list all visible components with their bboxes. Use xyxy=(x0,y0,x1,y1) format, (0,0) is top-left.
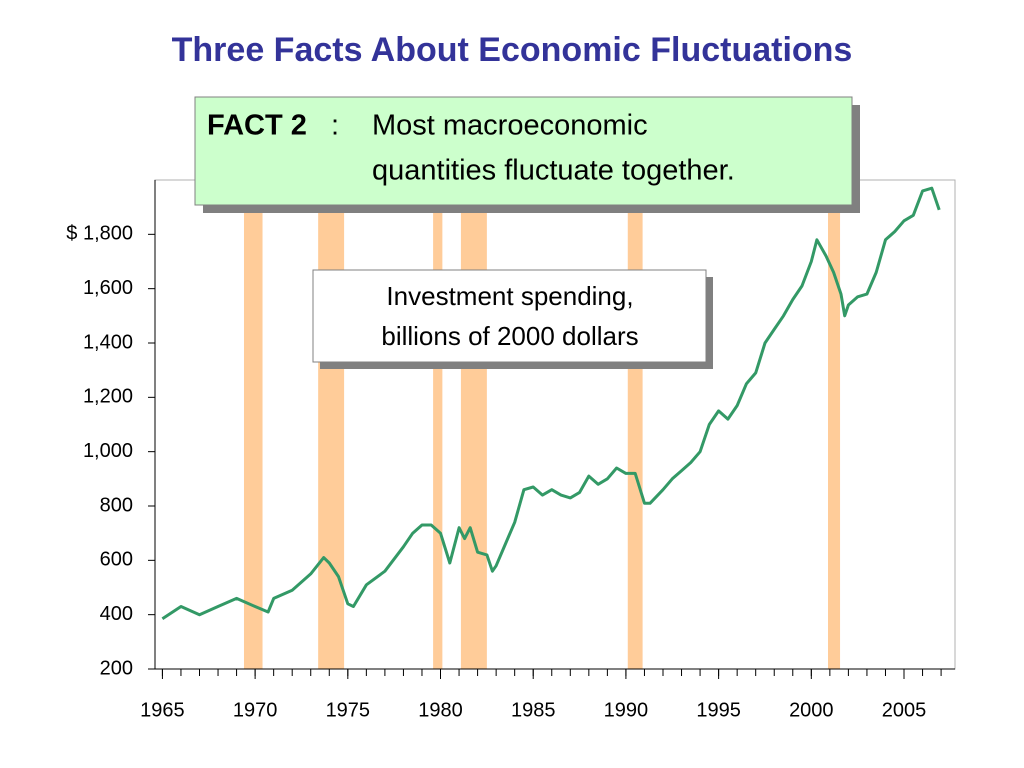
annotation: Investment spending, xyxy=(386,281,633,311)
x-tick-label: 2000 xyxy=(789,699,834,721)
fact-box: FACT 2 : Most macroeconomic quantities f… xyxy=(194,96,860,213)
y-tick-label: 600 xyxy=(100,549,133,571)
y-tick-label: 1,000 xyxy=(83,440,133,462)
y-tick-label: $ 1,800 xyxy=(66,223,133,245)
recession-band xyxy=(243,180,263,669)
annotation-box: Investment spending, billions of 2000 do… xyxy=(312,269,713,369)
recession-band xyxy=(627,180,643,669)
y-tick-label: 1,200 xyxy=(83,386,133,408)
y-tick-label: 1,400 xyxy=(83,331,133,353)
box xyxy=(312,269,707,363)
plot-frame xyxy=(154,179,956,670)
y-tick-label: 800 xyxy=(100,494,133,516)
slide-title: Three Facts About Economic Fluctuations xyxy=(172,31,853,69)
y-tick-label: 400 xyxy=(100,603,133,625)
fact-label: FACT 2 xyxy=(207,110,307,142)
fact-text: quantities fluctuate together. xyxy=(372,155,735,187)
recession-band xyxy=(828,180,841,669)
x-tick-label: 1990 xyxy=(604,699,649,721)
recession-band xyxy=(318,180,345,669)
y-tick-label: 200 xyxy=(100,657,133,679)
fact-colon: : xyxy=(331,110,339,142)
annotation: billions of 2000 dollars xyxy=(381,321,638,351)
box xyxy=(194,96,853,206)
x-tick-label: 1980 xyxy=(418,699,463,721)
recession-band xyxy=(460,180,487,669)
x-tick-label: 1985 xyxy=(511,699,556,721)
data-line xyxy=(161,186,941,620)
x-tick-label: 2005 xyxy=(882,699,927,721)
x-tick-label: 1995 xyxy=(696,699,741,721)
x-tick-label: 1975 xyxy=(326,699,371,721)
x-tick-label: 1965 xyxy=(140,699,185,721)
fact-text: Most macroeconomic xyxy=(372,110,648,142)
y-tick-label: 1,600 xyxy=(83,277,133,299)
plot: 200 400 600 800 1,000 1,200 1,400 1,600 $ 1,800 1… xyxy=(66,179,956,721)
x-tick-label: 1970 xyxy=(233,699,278,721)
recession-band xyxy=(433,180,443,669)
